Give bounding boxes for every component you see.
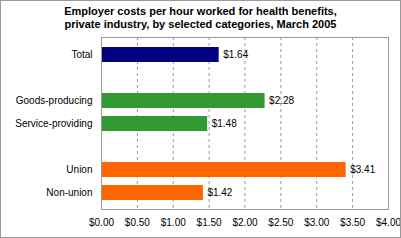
svg-text:Union: Union <box>66 164 92 175</box>
svg-text:$0.50: $0.50 <box>125 217 150 228</box>
svg-text:$1.50: $1.50 <box>197 217 222 228</box>
svg-text:$0.00: $0.00 <box>89 217 114 228</box>
svg-text:$1.64: $1.64 <box>223 49 248 60</box>
svg-text:$2.50: $2.50 <box>268 217 293 228</box>
svg-text:$3.00: $3.00 <box>304 217 329 228</box>
svg-text:Goods-producing: Goods-producing <box>16 95 93 106</box>
svg-text:$1.42: $1.42 <box>207 187 232 198</box>
svg-text:Non-union: Non-union <box>46 187 92 198</box>
html-text:Employer costs per hour worked: Employer costs per hour worked for healt… <box>64 5 337 30</box>
svg-text:Total: Total <box>71 49 92 60</box>
svg-text:$2.00: $2.00 <box>232 217 257 228</box>
svg-text:$1.00: $1.00 <box>161 217 186 228</box>
svg-text:$4.00: $4.00 <box>376 217 400 228</box>
svg-text:Service-providing: Service-providing <box>15 118 92 129</box>
svg-text:$3.41: $3.41 <box>350 164 375 175</box>
svg-text:$2.28: $2.28 <box>269 95 294 106</box>
svg-text:$3.50: $3.50 <box>340 217 365 228</box>
svg-text:$1.48: $1.48 <box>212 118 237 129</box>
